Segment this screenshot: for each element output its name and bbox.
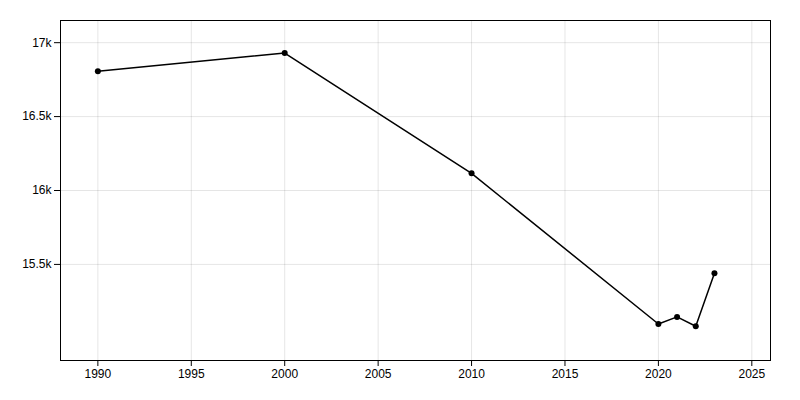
svg-text:16.5k: 16.5k [22, 109, 52, 123]
svg-text:2015: 2015 [552, 367, 579, 381]
svg-text:2020: 2020 [645, 367, 672, 381]
svg-text:2000: 2000 [271, 367, 298, 381]
svg-text:16k: 16k [32, 183, 52, 197]
svg-text:1995: 1995 [178, 367, 205, 381]
svg-text:15.5k: 15.5k [22, 257, 52, 271]
svg-text:2005: 2005 [365, 367, 392, 381]
svg-text:1990: 1990 [85, 367, 112, 381]
svg-text:17k: 17k [32, 36, 52, 50]
svg-text:2025: 2025 [738, 367, 765, 381]
svg-text:2010: 2010 [458, 367, 485, 381]
